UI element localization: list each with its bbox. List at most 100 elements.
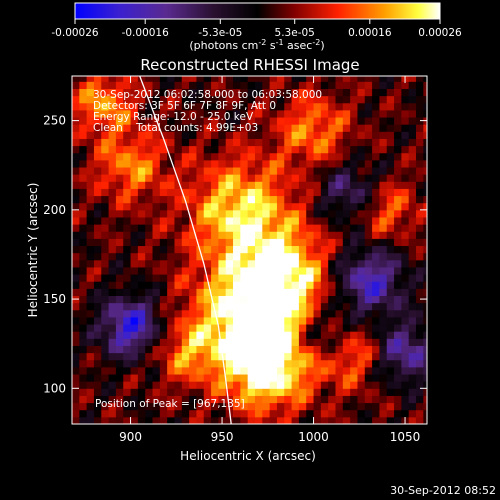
heatmap-cell <box>372 409 380 418</box>
heatmap-cell <box>357 195 366 204</box>
heatmap-cell <box>174 302 183 311</box>
heatmap-cell <box>364 366 373 375</box>
heatmap-cell <box>254 76 263 82</box>
heatmap-cell <box>401 302 410 311</box>
heatmap-cell <box>145 345 154 354</box>
heatmap-cell <box>269 345 278 354</box>
heatmap-cell <box>408 181 417 189</box>
heatmap-cell <box>284 174 293 182</box>
heatmap-cell <box>196 259 205 268</box>
heatmap-cell <box>291 245 300 254</box>
heatmap-cell <box>86 302 95 311</box>
heatmap-cell <box>233 252 241 261</box>
info-line-detectors: Detectors: 3F 5F 6F 7F 8F 9F, Att 0 <box>93 100 276 112</box>
heatmap-cell <box>254 416 263 424</box>
heatmap-cell <box>416 216 424 225</box>
heatmap-cell <box>372 281 380 289</box>
heatmap-cell <box>269 224 278 232</box>
heatmap-cell <box>123 295 132 304</box>
heatmap-cell <box>152 266 161 275</box>
heatmap-cell <box>276 245 285 254</box>
heatmap-cell <box>320 216 329 225</box>
heatmap-cell <box>254 331 263 339</box>
heatmap-cell <box>394 359 402 368</box>
heatmap-cell <box>152 88 161 97</box>
heatmap-cell <box>379 159 388 168</box>
heatmap-cell <box>159 145 168 154</box>
heatmap-cell <box>247 124 256 132</box>
heatmap-cell <box>328 124 337 132</box>
heatmap-cell <box>350 138 358 147</box>
heatmap-cell <box>298 274 307 282</box>
heatmap-cell <box>233 281 241 289</box>
heatmap-cell <box>423 88 427 97</box>
heatmap-cell <box>372 388 380 396</box>
heatmap-cell <box>335 352 344 361</box>
heatmap-cell <box>130 81 139 89</box>
heatmap-cell <box>254 117 263 125</box>
heatmap-cell <box>335 366 344 375</box>
heatmap-cell <box>72 366 80 375</box>
heatmap-cell <box>313 288 322 297</box>
heatmap-cell <box>247 159 256 168</box>
heatmap-cell <box>240 302 249 311</box>
heatmap-cell <box>247 202 256 211</box>
heatmap-cell <box>240 295 249 304</box>
heatmap-cell <box>372 216 380 225</box>
heatmap-cell <box>145 109 154 118</box>
heatmap-cell <box>174 238 183 247</box>
heatmap-cell <box>357 288 366 297</box>
heatmap-cell <box>298 402 307 411</box>
heatmap-cell <box>372 316 380 325</box>
heatmap-cell <box>203 331 212 339</box>
heatmap-cell <box>108 374 117 382</box>
heatmap-cell <box>174 259 183 268</box>
heatmap-cell <box>320 195 329 204</box>
heatmap-cell <box>284 131 293 139</box>
heatmap-cell <box>394 181 402 189</box>
heatmap-cell <box>174 81 183 89</box>
heatmap-cell <box>189 252 197 261</box>
heatmap-cell <box>335 188 344 197</box>
heatmap-cell <box>181 302 190 311</box>
heatmap-cell <box>86 174 95 182</box>
heatmap-cell <box>291 352 300 361</box>
heatmap-cell <box>379 402 388 411</box>
heatmap-cell <box>291 209 300 218</box>
heatmap-cell <box>379 88 388 97</box>
heatmap-cell <box>123 95 132 104</box>
heatmap-cell <box>115 402 124 411</box>
heatmap-cell <box>189 167 197 175</box>
heatmap-cell <box>130 402 139 411</box>
heatmap-cell <box>298 216 307 225</box>
heatmap-cell <box>306 174 315 182</box>
heatmap-cell <box>313 395 322 404</box>
heatmap-cell <box>240 245 249 254</box>
heatmap-cell <box>101 388 110 396</box>
heatmap-cell <box>408 324 417 332</box>
heatmap-cell <box>174 388 183 396</box>
heatmap-cell <box>379 216 388 225</box>
heatmap-cell <box>401 167 410 175</box>
heatmap-cell <box>115 188 124 197</box>
heatmap-cell <box>218 402 227 411</box>
heatmap-cell <box>93 95 102 104</box>
heatmap-cell <box>269 159 278 168</box>
heatmap-cell <box>335 238 344 247</box>
heatmap-cell <box>233 302 241 311</box>
heatmap-cell <box>86 309 95 318</box>
heatmap-cell <box>93 345 102 354</box>
heatmap-cell <box>145 374 154 382</box>
heatmap-cell <box>167 81 175 89</box>
heatmap-cell <box>130 259 139 268</box>
heatmap-cell <box>313 402 322 411</box>
heatmap-cell <box>394 231 402 239</box>
heatmap-cell <box>379 338 388 346</box>
heatmap-cell <box>379 266 388 275</box>
heatmap-cell <box>386 388 395 396</box>
heatmap-cell <box>247 188 256 197</box>
heatmap-cell <box>284 324 293 332</box>
heatmap-cell <box>218 131 227 139</box>
heatmap-cell <box>218 395 227 404</box>
heatmap-cell <box>357 174 366 182</box>
